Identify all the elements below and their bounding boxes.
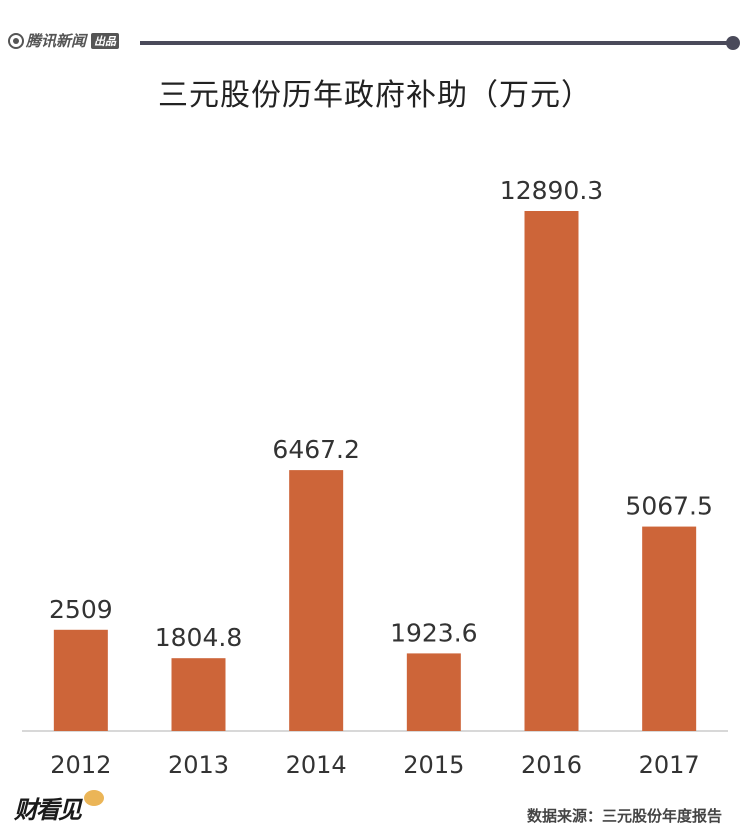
tencent-news-logo-icon bbox=[8, 32, 24, 49]
data-label-2013: 1804.8 bbox=[155, 623, 242, 652]
bar-2017 bbox=[642, 526, 697, 731]
brand-name: 腾讯新闻 bbox=[26, 32, 87, 50]
bar-2013 bbox=[171, 658, 226, 731]
brand: 腾讯新闻 出品 bbox=[8, 30, 120, 51]
header-dot bbox=[726, 36, 740, 50]
chart-title: 三元股份历年政府补助（万元） bbox=[158, 78, 592, 113]
x-tick-2013: 2013 bbox=[168, 751, 229, 779]
data-label-2014: 6467.2 bbox=[272, 435, 359, 464]
x-tick-2012: 2012 bbox=[50, 751, 111, 779]
bar-2015 bbox=[406, 653, 461, 731]
data-source: 数据来源：三元股份年度报告 bbox=[526, 807, 722, 825]
brand-tag: 出品 bbox=[91, 32, 120, 49]
x-tick-2016: 2016 bbox=[521, 751, 582, 779]
bar-2016 bbox=[524, 211, 579, 731]
header: 腾讯新闻 出品 bbox=[0, 28, 750, 58]
footer-logo: 财看见 bbox=[14, 796, 82, 824]
x-tick-2014: 2014 bbox=[286, 751, 347, 779]
bar-2012 bbox=[53, 629, 108, 731]
footer-logo-mark bbox=[84, 790, 104, 806]
data-label-2012: 2509 bbox=[49, 595, 113, 624]
data-label-2017: 5067.5 bbox=[625, 492, 712, 521]
x-tick-2015: 2015 bbox=[403, 751, 464, 779]
header-divider bbox=[140, 41, 730, 45]
data-label-2015: 1923.6 bbox=[390, 618, 477, 647]
bar-2014 bbox=[289, 470, 344, 731]
x-tick-2017: 2017 bbox=[639, 751, 700, 779]
data-label-2016: 12890.3 bbox=[500, 176, 603, 205]
